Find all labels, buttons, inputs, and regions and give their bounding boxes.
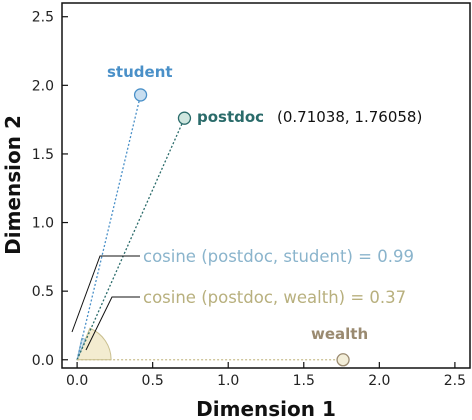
leader-cosine-student: [71, 255, 140, 333]
leader-cosine-wealth: [85, 296, 140, 351]
annotation-cosine-student: cosine (postdoc, student) = 0.99: [143, 247, 414, 266]
y-axis-ticks: 0.0 0.5 1.0 1.5 2.0 2.5: [32, 10, 68, 369]
x-tick-label: 1.5: [293, 373, 315, 389]
plot-frame: [61, 2, 471, 369]
data-point-wealth: [336, 353, 350, 367]
data-point-student: [133, 88, 148, 102]
x-tick-label: 0.0: [66, 373, 88, 389]
annotation-cosine-wealth: cosine (postdoc, wealth) = 0.37: [143, 288, 406, 307]
point-label-postdoc: postdoc: [197, 108, 264, 126]
point-coordinate-postdoc: (0.71038, 1.76058): [277, 108, 422, 126]
point-label-wealth: wealth: [311, 325, 368, 343]
vector-postdoc: [76, 117, 186, 361]
x-tick-label: 2.5: [444, 373, 466, 389]
vector-lines: [76, 94, 344, 361]
vector-student: [76, 94, 142, 360]
y-axis-title: Dimension 2: [1, 115, 25, 255]
y-tick-label: 0.0: [32, 353, 54, 369]
data-points: [133, 88, 350, 367]
data-point-postdoc: [177, 111, 192, 125]
x-axis-ticks: 0.0 0.5 1.0 1.5 2.0 2.5: [66, 362, 466, 389]
x-axis-title: Dimension 1: [196, 397, 336, 420]
point-label-student: student: [107, 63, 173, 81]
x-tick-label: 2.0: [368, 373, 390, 389]
x-tick-label: 1.0: [217, 373, 239, 389]
y-tick-label: 0.5: [32, 284, 54, 300]
y-tick-label: 1.0: [32, 216, 54, 232]
x-tick-label: 0.5: [142, 373, 164, 389]
y-tick-label: 2.0: [32, 78, 54, 94]
y-tick-label: 1.5: [32, 147, 54, 163]
y-tick-label: 2.5: [32, 10, 54, 26]
annotation-leaders: [71, 255, 140, 351]
